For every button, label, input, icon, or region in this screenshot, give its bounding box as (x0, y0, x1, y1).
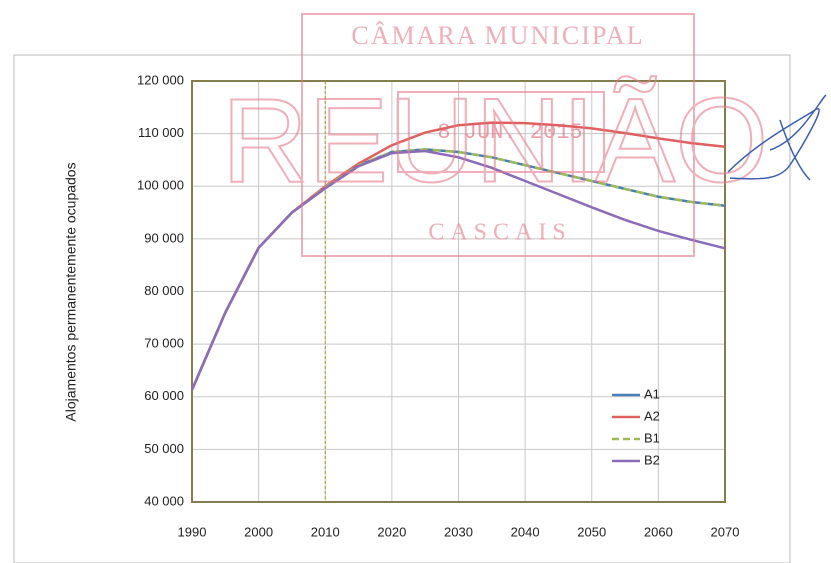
stamp-inner (397, 91, 605, 173)
x-tick-label: 2000 (244, 524, 273, 539)
stamp-footer: CASCAIS (428, 220, 571, 246)
y-tick-label: 70 000 (144, 336, 184, 351)
y-tick-label: 110 000 (138, 125, 184, 140)
x-tick-label: 2030 (444, 524, 473, 539)
y-tick-label: 90 000 (144, 230, 184, 245)
y-tick-label: 40 000 (144, 493, 184, 508)
y-tick-label: 120 000 (137, 72, 184, 87)
y-axis-label: Alojamentos permanentemente ocupados (63, 162, 79, 421)
legend-label: B1 (644, 430, 660, 445)
y-tick-label: 100 000 (137, 178, 184, 193)
stamp-word: REUNIÃO (222, 74, 769, 208)
signature (727, 94, 827, 181)
legend-label: A2 (644, 408, 660, 423)
y-tick-label: 80 000 (144, 283, 184, 298)
y-tick-label: 60 000 (144, 388, 184, 403)
x-tick-label: 2050 (577, 524, 606, 539)
stamp-date: 8 JUN. 2015 (437, 120, 582, 145)
x-tick-label: 2020 (377, 524, 406, 539)
y-tick-label: 50 000 (144, 441, 184, 456)
x-tick-label: 2010 (311, 524, 340, 539)
x-tick-label: 1990 (178, 524, 207, 539)
legend-label: B2 (644, 452, 660, 467)
plot-border (191, 80, 726, 503)
x-tick-label: 2060 (644, 524, 673, 539)
stamp-header: CÂMARA MUNICIPAL (351, 21, 644, 50)
x-tick-label: 2040 (511, 524, 540, 539)
series-line (190, 149, 726, 391)
stamp-border (301, 13, 695, 257)
x-tick-label: 2070 (711, 524, 740, 539)
legend-label: A1 (644, 386, 660, 401)
